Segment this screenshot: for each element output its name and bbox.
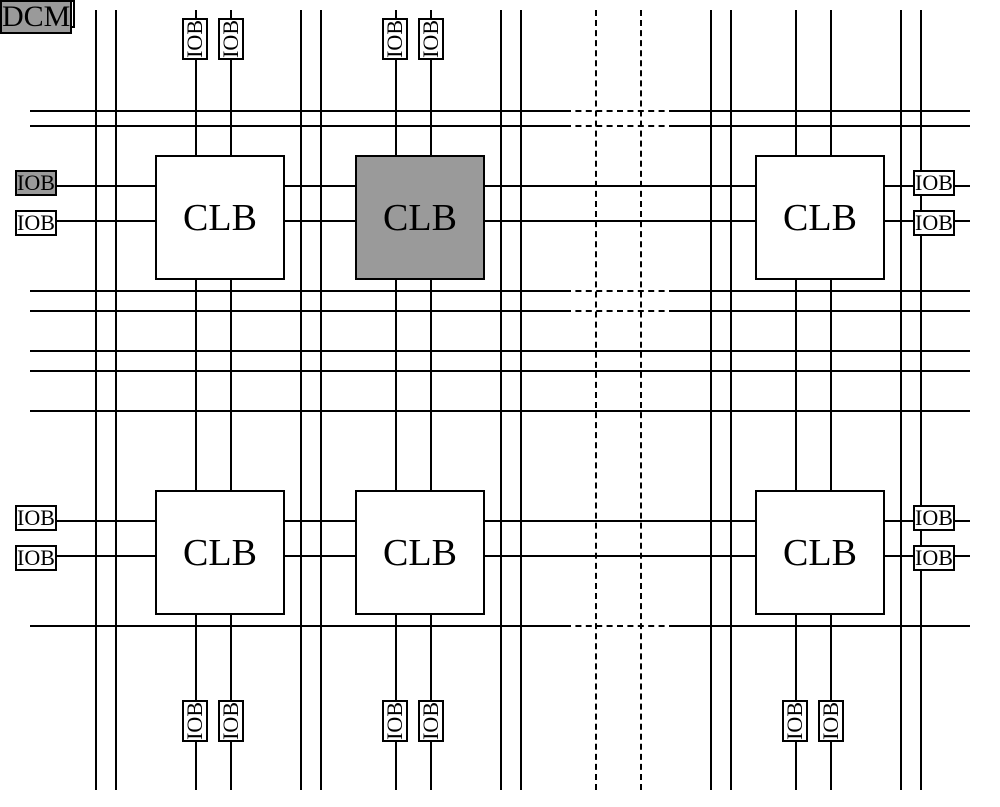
iob-bottom-1: IOB xyxy=(218,700,244,742)
iob-right-3-label: IOB xyxy=(915,547,953,569)
iob-top-0-label: IOB xyxy=(184,20,206,58)
iob-bottom-1-label: IOB xyxy=(220,702,242,740)
iob-left-1: IOB xyxy=(15,210,57,236)
iob-bottom-0-label: IOB xyxy=(184,702,206,740)
fpga-diagram: BRAMBRAMCLBCLBCLBCLBCLBCLBDCMIOBIOBIOBIO… xyxy=(0,0,1000,807)
iob-left-3-label: IOB xyxy=(17,547,55,569)
clb-5-label: CLB xyxy=(783,534,857,572)
clb-1: CLB xyxy=(355,155,485,280)
clb-5: CLB xyxy=(755,490,885,615)
iob-top-3-label: IOB xyxy=(420,20,442,58)
iob-top-2-label: IOB xyxy=(384,20,406,58)
iob-left-2-label: IOB xyxy=(17,507,55,529)
iob-top-2: IOB xyxy=(382,18,408,60)
iob-bottom-5-label: IOB xyxy=(820,702,842,740)
iob-bottom-4: IOB xyxy=(782,700,808,742)
iob-bottom-4-label: IOB xyxy=(784,702,806,740)
clb-0-label: CLB xyxy=(183,199,257,237)
clb-1-label: CLB xyxy=(383,199,457,237)
iob-right-2: IOB xyxy=(913,505,955,531)
iob-left-0-label: IOB xyxy=(17,172,55,194)
dcm-label: DCM xyxy=(2,2,70,32)
iob-top-3: IOB xyxy=(418,18,444,60)
iob-right-1: IOB xyxy=(913,210,955,236)
clb-2-label: CLB xyxy=(783,199,857,237)
dcm: DCM xyxy=(0,0,72,34)
iob-left-0: IOB xyxy=(15,170,57,196)
clb-3: CLB xyxy=(155,490,285,615)
iob-bottom-0: IOB xyxy=(182,700,208,742)
iob-right-2-label: IOB xyxy=(915,507,953,529)
iob-right-0: IOB xyxy=(913,170,955,196)
iob-bottom-3: IOB xyxy=(418,700,444,742)
clb-4-label: CLB xyxy=(383,534,457,572)
iob-right-3: IOB xyxy=(913,545,955,571)
iob-bottom-3-label: IOB xyxy=(420,702,442,740)
iob-left-3: IOB xyxy=(15,545,57,571)
iob-left-1-label: IOB xyxy=(17,212,55,234)
clb-0: CLB xyxy=(155,155,285,280)
clb-2: CLB xyxy=(755,155,885,280)
iob-right-1-label: IOB xyxy=(915,212,953,234)
clb-3-label: CLB xyxy=(183,534,257,572)
iob-bottom-5: IOB xyxy=(818,700,844,742)
iob-right-0-label: IOB xyxy=(915,172,953,194)
iob-bottom-2: IOB xyxy=(382,700,408,742)
iob-top-1-label: IOB xyxy=(220,20,242,58)
iob-top-0: IOB xyxy=(182,18,208,60)
iob-bottom-2-label: IOB xyxy=(384,702,406,740)
clb-4: CLB xyxy=(355,490,485,615)
iob-top-1: IOB xyxy=(218,18,244,60)
iob-left-2: IOB xyxy=(15,505,57,531)
